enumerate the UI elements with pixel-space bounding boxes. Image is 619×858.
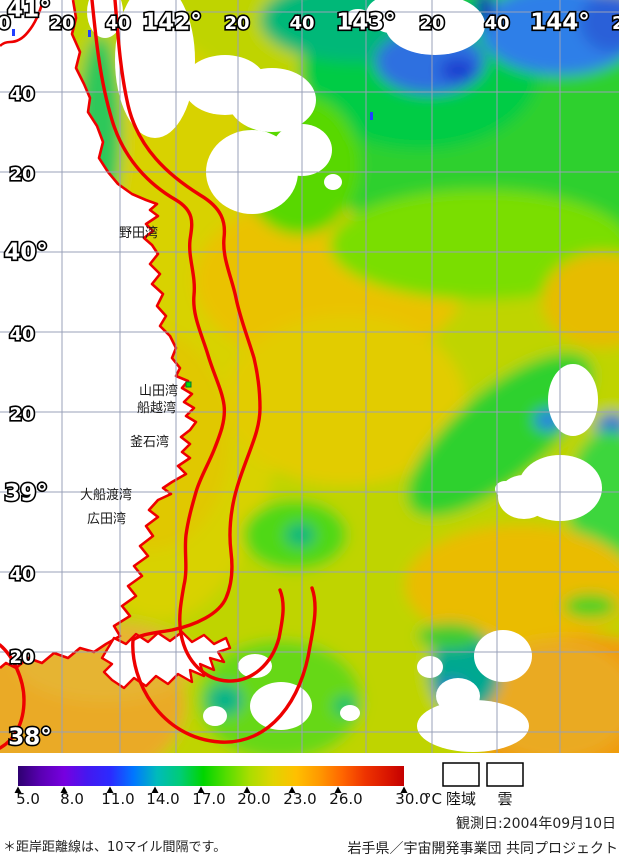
lon-label-cut-left: 40 bbox=[0, 13, 11, 34]
bay-label-yamada: 山田湾 bbox=[139, 383, 178, 399]
bay-label-funakoshi: 船越湾 bbox=[137, 400, 176, 416]
tick-20c: 20.0 bbox=[237, 790, 270, 808]
lat-label-40m-b: 40 bbox=[9, 324, 34, 345]
colorbar-ticks bbox=[14, 786, 408, 793]
lon-label-40a: 40 bbox=[105, 13, 130, 34]
coastline bbox=[0, 0, 198, 670]
bay-label-noda: 野田湾 bbox=[119, 225, 158, 241]
lon-label-cut-right: 20 bbox=[612, 13, 619, 34]
lon-label-40b: 40 bbox=[289, 13, 314, 34]
lat-label-40deg: 40° bbox=[4, 240, 48, 266]
tick-30c: 30.0 bbox=[395, 790, 428, 808]
tick-26c: 26.0 bbox=[329, 790, 362, 808]
lat-label-40m-a: 40 bbox=[9, 84, 34, 105]
land-key-box bbox=[442, 762, 480, 787]
lat-label-38deg: 38° bbox=[8, 725, 52, 751]
lon-label-143: 143° bbox=[336, 10, 396, 36]
lat-label-20m-a: 20 bbox=[9, 164, 34, 185]
bay-label-kamaishi: 釜石湾 bbox=[130, 434, 169, 450]
north-coast-segment bbox=[0, 0, 45, 47]
bay-label-ofunato: 大船渡湾 bbox=[80, 487, 132, 503]
tick-8c: 8.0 bbox=[60, 790, 84, 808]
tick-17c: 17.0 bbox=[192, 790, 225, 808]
observation-date: 観測日:2004年09月10日 bbox=[456, 815, 616, 832]
legend: 5.0 8.0 11.0 14.0 17.0 20.0 23.0 26.0 30… bbox=[14, 762, 524, 808]
tick-11c: 11.0 bbox=[101, 790, 134, 808]
tick-23c: 23.0 bbox=[283, 790, 316, 808]
tick-14c: 14.0 bbox=[146, 790, 179, 808]
lat-label-39deg: 39° bbox=[4, 481, 48, 507]
lon-label-20b: 20 bbox=[224, 13, 249, 34]
cloud-patches bbox=[87, 0, 602, 752]
tick-5c: 5.0 bbox=[16, 790, 40, 808]
land-mass bbox=[0, 0, 196, 668]
lat-label-20m-c: 20 bbox=[9, 647, 34, 668]
temperature-colorbar bbox=[18, 766, 404, 786]
lon-label-20a: 20 bbox=[49, 13, 74, 34]
lon-label-144: 144° bbox=[530, 10, 590, 36]
distance-line-note: ＊距岸距離線は、10マイル間隔です。 bbox=[3, 839, 226, 855]
lon-label-142: 142° bbox=[142, 10, 202, 36]
station-markers bbox=[12, 29, 373, 388]
cloud-key-label: 雲 bbox=[497, 790, 512, 808]
unit-celsius: °C bbox=[424, 790, 442, 808]
distance-lines bbox=[0, 0, 317, 750]
lat-label-20m-b: 20 bbox=[9, 404, 34, 425]
land-key-label: 陸域 bbox=[446, 790, 476, 808]
cloud-key-box bbox=[486, 762, 524, 787]
lon-label-20c: 20 bbox=[419, 13, 444, 34]
project-credit: 岩手県／宇宙開発事業団 共同プロジェクト bbox=[348, 841, 618, 857]
lat-label-40m-c: 40 bbox=[9, 564, 34, 585]
lat-label-41: 41° bbox=[7, 0, 51, 23]
lon-label-40c: 40 bbox=[484, 13, 509, 34]
bay-label-hirota: 広田湾 bbox=[87, 511, 126, 527]
